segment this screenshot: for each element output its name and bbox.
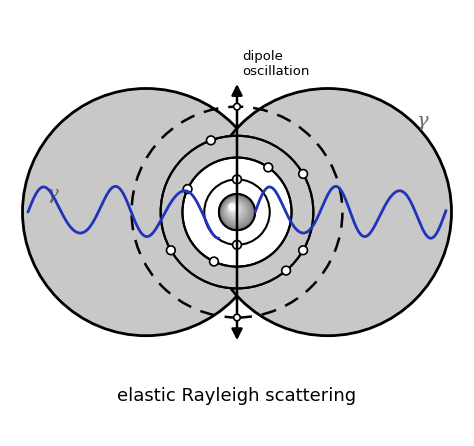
Circle shape bbox=[228, 202, 242, 217]
Circle shape bbox=[204, 88, 452, 336]
Circle shape bbox=[226, 201, 245, 220]
Circle shape bbox=[183, 185, 192, 194]
Circle shape bbox=[222, 197, 252, 227]
Circle shape bbox=[221, 197, 253, 227]
Circle shape bbox=[225, 200, 246, 222]
Circle shape bbox=[225, 200, 246, 221]
Text: elastic Rayleigh scattering: elastic Rayleigh scattering bbox=[118, 387, 356, 405]
Circle shape bbox=[182, 157, 292, 267]
Circle shape bbox=[228, 203, 240, 215]
Circle shape bbox=[223, 198, 249, 224]
Circle shape bbox=[223, 198, 250, 225]
Circle shape bbox=[228, 203, 236, 211]
Circle shape bbox=[229, 204, 238, 213]
Circle shape bbox=[207, 136, 215, 145]
Circle shape bbox=[234, 314, 240, 321]
Text: dipole
oscillation: dipole oscillation bbox=[243, 50, 310, 78]
Circle shape bbox=[299, 169, 308, 178]
Circle shape bbox=[232, 207, 233, 208]
Circle shape bbox=[22, 88, 270, 336]
Circle shape bbox=[231, 206, 236, 211]
Circle shape bbox=[231, 206, 234, 209]
Circle shape bbox=[230, 205, 237, 213]
Circle shape bbox=[227, 202, 243, 218]
Circle shape bbox=[264, 163, 273, 172]
Text: γ: γ bbox=[417, 112, 428, 130]
Circle shape bbox=[229, 204, 239, 214]
Circle shape bbox=[282, 266, 291, 275]
Circle shape bbox=[166, 246, 175, 255]
Circle shape bbox=[222, 198, 251, 226]
Text: γ: γ bbox=[46, 185, 57, 203]
Circle shape bbox=[299, 246, 308, 255]
Circle shape bbox=[227, 202, 243, 219]
Circle shape bbox=[224, 199, 247, 223]
Circle shape bbox=[231, 206, 235, 210]
Circle shape bbox=[226, 201, 244, 219]
Circle shape bbox=[233, 175, 241, 184]
Circle shape bbox=[228, 203, 241, 216]
Circle shape bbox=[161, 136, 313, 289]
Circle shape bbox=[210, 257, 219, 266]
Circle shape bbox=[219, 194, 255, 230]
Circle shape bbox=[224, 199, 248, 223]
Circle shape bbox=[233, 240, 241, 249]
Circle shape bbox=[230, 205, 237, 212]
Circle shape bbox=[234, 103, 240, 110]
